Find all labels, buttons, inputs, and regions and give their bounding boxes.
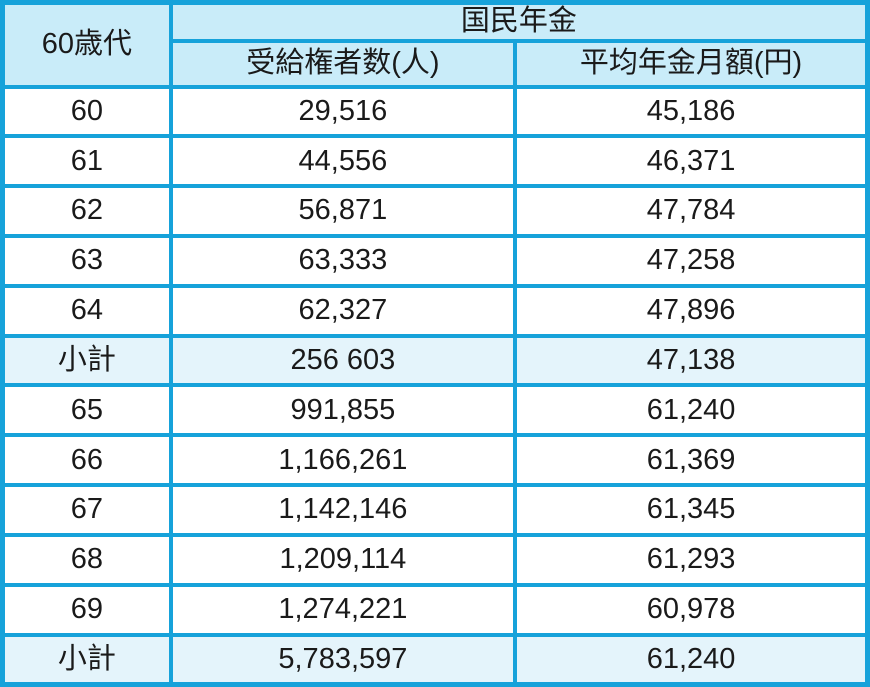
- age-cell: 64: [0, 283, 173, 338]
- recipients-cell: 63,333: [168, 233, 518, 288]
- column-header-row: 受給権者数(人) 平均年金月額(円): [3, 38, 870, 89]
- age-cell: 65: [0, 383, 173, 438]
- amount-cell: 61,369: [513, 433, 870, 488]
- recipients-cell: 256 603: [168, 333, 518, 388]
- table-row: 61 44,556 46,371: [0, 134, 870, 189]
- amount-cell: 47,896: [513, 283, 870, 338]
- table-row: 68 1,209,114 61,293: [0, 532, 870, 587]
- age-cell: 63: [0, 233, 173, 288]
- amount-cell: 46,371: [513, 134, 870, 189]
- column-header-recipients: 受給権者数(人): [168, 38, 518, 89]
- age-cell: 68: [0, 532, 173, 587]
- age-cell: 60: [0, 84, 173, 139]
- amount-cell: 61,240: [513, 632, 870, 687]
- subtotal-row: 小計 256 603 47,138: [0, 333, 870, 388]
- amount-cell: 61,293: [513, 532, 870, 587]
- amount-cell: 60,978: [513, 582, 870, 637]
- amount-cell: 45,186: [513, 84, 870, 139]
- amount-cell: 61,345: [513, 483, 870, 537]
- age-cell: 62: [0, 184, 173, 238]
- amount-cell: 47,258: [513, 233, 870, 288]
- recipients-cell: 5,783,597: [168, 632, 518, 687]
- recipients-cell: 29,516: [168, 84, 518, 139]
- table-row: 67 1,142,146 61,345: [0, 483, 870, 537]
- table-row: 60 29,516 45,186: [0, 84, 870, 139]
- table-header: 60歳代 国民年金 受給権者数(人) 平均年金月額(円): [0, 0, 870, 89]
- table-row: 64 62,327 47,896: [0, 283, 870, 338]
- group-header-kokumin-nenkin: 国民年金: [168, 0, 870, 43]
- recipients-cell: 62,327: [168, 283, 518, 338]
- table-body: 60 29,516 45,186 61 44,556 46,371 62 56,871 47,7…: [0, 84, 870, 687]
- table-row: 62 56,871 47,784: [0, 184, 870, 238]
- age-cell: 小計: [0, 333, 173, 388]
- recipients-cell: 44,556: [168, 134, 518, 189]
- corner-header-age-group: 60歳代: [0, 0, 173, 89]
- age-cell: 61: [0, 134, 173, 189]
- column-header-amount: 平均年金月額(円): [513, 38, 870, 89]
- age-cell: 66: [0, 433, 173, 488]
- recipients-cell: 991,855: [168, 383, 518, 438]
- subtotal-row: 小計 5,783,597 61,240: [0, 632, 870, 687]
- table-row: 66 1,166,261 61,369: [0, 433, 870, 488]
- recipients-cell: 1,209,114: [168, 532, 518, 587]
- recipients-cell: 1,166,261: [168, 433, 518, 488]
- amount-cell: 47,138: [513, 333, 870, 388]
- amount-cell: 47,784: [513, 184, 870, 238]
- table-row: 69 1,274,221 60,978: [0, 582, 870, 637]
- table-row: 65 991,855 61,240: [0, 383, 870, 438]
- table-row: 63 63,333 47,258: [0, 233, 870, 288]
- age-cell: 67: [0, 483, 173, 537]
- age-cell: 69: [0, 582, 173, 637]
- recipients-cell: 1,142,146: [168, 483, 518, 537]
- age-cell: 小計: [0, 632, 173, 687]
- recipients-cell: 56,871: [168, 184, 518, 238]
- recipients-cell: 1,274,221: [168, 582, 518, 637]
- group-header-row: 60歳代 国民年金: [0, 0, 870, 89]
- amount-cell: 61,240: [513, 383, 870, 438]
